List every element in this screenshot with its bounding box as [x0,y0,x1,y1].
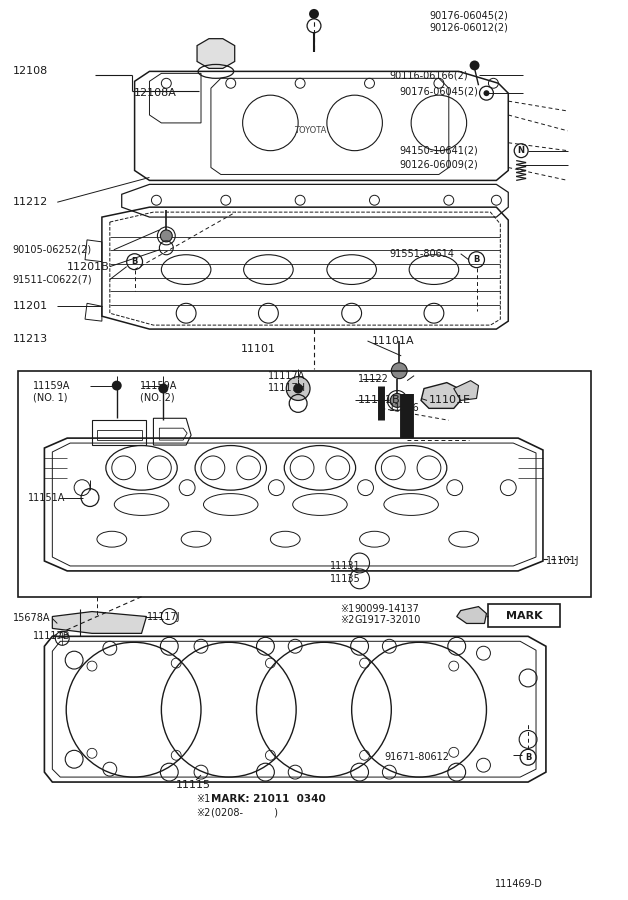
Text: ※2: ※2 [340,616,354,625]
Text: G1917-32010: G1917-32010 [355,616,421,625]
Text: 11101: 11101 [241,344,276,354]
Text: 94150-10641(2): 94150-10641(2) [399,146,478,156]
Text: 91671-80612: 91671-80612 [384,752,450,762]
Text: 11101E: 11101E [429,395,471,405]
Polygon shape [457,607,487,624]
Text: 90126-06012(2): 90126-06012(2) [429,22,508,32]
Text: ※2: ※2 [196,808,210,818]
Text: ※1: ※1 [340,604,354,614]
Bar [489,604,560,627]
Circle shape [293,383,303,393]
Text: N: N [517,146,524,155]
Circle shape [286,377,310,400]
Text: 11101B: 11101B [357,395,400,405]
Text: 90105-06252(2): 90105-06252(2) [13,245,92,255]
Text: (NO. 1): (NO. 1) [33,392,67,402]
Text: 90176-06045(2): 90176-06045(2) [429,11,508,21]
Text: 90126-06009(2): 90126-06009(2) [399,159,478,169]
Polygon shape [197,39,235,68]
Circle shape [160,230,172,242]
Text: 11101J: 11101J [546,556,580,566]
Text: 11135: 11135 [330,574,360,584]
Text: 15678A: 15678A [13,614,50,624]
Text: 11159A: 11159A [139,381,177,391]
Bar [18,371,590,597]
Text: B: B [131,257,138,266]
Text: 11122: 11122 [357,374,389,383]
Text: B: B [474,256,480,265]
Circle shape [309,9,319,19]
Text: ※1: ※1 [196,794,210,804]
Circle shape [158,383,168,393]
Text: 11213: 11213 [13,334,48,344]
Text: 11201B: 11201B [67,262,110,272]
Text: 91511-C0622(7): 91511-C0622(7) [13,274,92,284]
Circle shape [484,90,489,96]
Text: (NO. 2): (NO. 2) [139,392,174,402]
Text: 11115: 11115 [176,780,211,790]
Polygon shape [52,612,146,634]
Text: 90176-06045(2): 90176-06045(2) [399,86,478,96]
Text: 11126: 11126 [389,403,420,413]
Text: 11159A: 11159A [33,381,70,391]
Text: (0208-          ): (0208- ) [211,808,278,818]
Text: 90116-06166(2): 90116-06166(2) [389,70,468,80]
Text: 11117J: 11117J [146,611,180,622]
Text: 11131: 11131 [330,561,360,571]
Text: 11117A: 11117A [268,371,306,381]
Text: 91551-80614: 91551-80614 [389,248,454,259]
Text: MARK: MARK [506,610,543,620]
Text: 12108: 12108 [13,67,48,76]
Text: 11151A: 11151A [28,492,65,502]
Circle shape [391,393,404,408]
Text: 111469-D: 111469-D [495,879,543,889]
Text: 90099-14137: 90099-14137 [355,604,420,614]
Text: 11117B: 11117B [33,631,70,642]
Circle shape [470,60,480,70]
Text: 11212: 11212 [13,197,48,207]
Polygon shape [421,382,461,409]
Text: 11201: 11201 [13,302,48,311]
Text: MARK: 21011  0340: MARK: 21011 0340 [211,794,326,804]
Circle shape [112,381,122,391]
Text: B: B [525,752,531,761]
Text: 11101A: 11101A [372,336,414,346]
Text: 11117H: 11117H [268,382,306,392]
Polygon shape [454,381,479,400]
Circle shape [391,363,407,379]
Text: 12108A: 12108A [134,88,176,98]
Text: TOYOTA: TOYOTA [294,126,326,135]
